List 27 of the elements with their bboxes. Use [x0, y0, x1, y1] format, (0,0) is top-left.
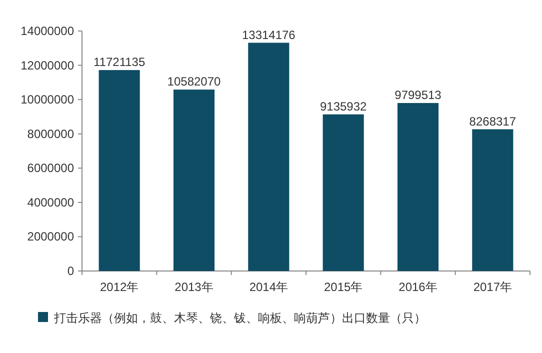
y-tick-label: 4000000 [27, 195, 74, 210]
x-tick-label: 2015年 [324, 280, 363, 294]
x-tick-label: 2012年 [100, 280, 139, 294]
bar [248, 42, 290, 271]
x-tick-label: 2014年 [249, 280, 288, 294]
y-tick-label: 10000000 [20, 92, 74, 107]
legend-label: 打击乐器（例如，鼓、木琴、铙、钹、响板、响葫芦）出口数量（只） [53, 311, 426, 325]
x-tick-label: 2016年 [398, 280, 438, 294]
y-tick-label: 14000000 [20, 24, 74, 38]
y-tick-label: 0 [67, 264, 74, 278]
data-label: 13314176 [242, 28, 296, 42]
y-tick-label: 6000000 [27, 161, 74, 176]
x-tick-label: 2013年 [174, 280, 214, 294]
bar [322, 114, 364, 271]
bar [472, 129, 514, 271]
data-label: 10582070 [167, 74, 222, 89]
data-label: 9799513 [394, 88, 442, 102]
y-tick-label: 2000000 [27, 230, 74, 244]
data-label: 9135932 [320, 99, 368, 114]
bar [173, 90, 215, 271]
bar [397, 103, 439, 271]
data-label: 11721135 [94, 55, 146, 70]
bar [98, 70, 140, 271]
y-tick-label: 12000000 [20, 58, 74, 72]
data-label: 8268317 [469, 114, 516, 128]
y-tick-label: 8000000 [27, 126, 74, 141]
x-tick-label: 2017年 [473, 280, 512, 294]
